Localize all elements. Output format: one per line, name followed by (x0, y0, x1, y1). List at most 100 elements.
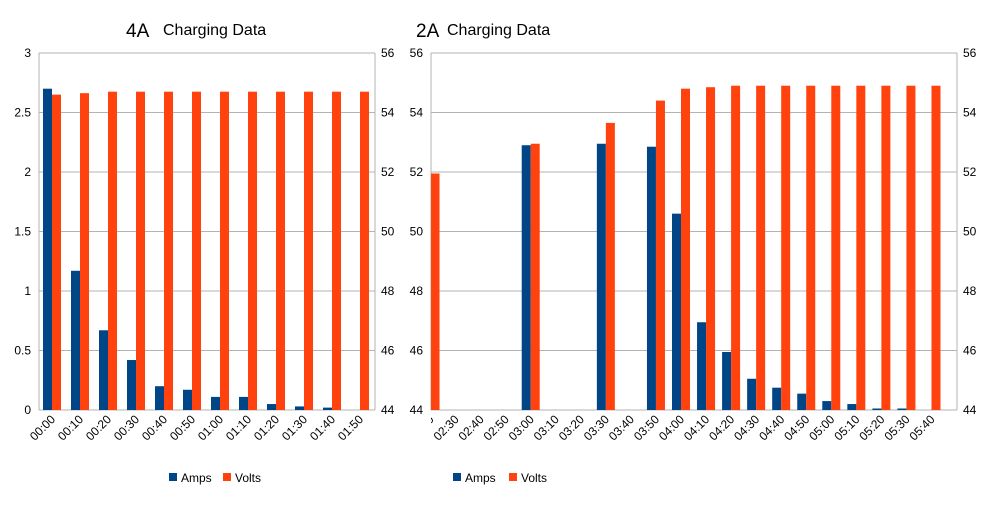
volts-bar (276, 91, 285, 411)
volts-bar (360, 91, 369, 411)
x-tick-label: 03:40 (606, 412, 637, 443)
amps-bar (596, 143, 606, 411)
volts-bar (332, 91, 341, 411)
volts-bar (248, 91, 257, 411)
x-tick-label: 04:20 (706, 412, 737, 443)
x-tick-label: 04:50 (781, 412, 812, 443)
volts-bar (681, 88, 690, 410)
volts-bar (431, 173, 440, 410)
x-tick-label: 04:10 (681, 412, 712, 443)
x-tick-label: 05:20 (856, 412, 887, 443)
x-tick-label: 04:40 (756, 412, 787, 443)
amps-bar (646, 146, 656, 410)
x-tick-label: 03:20 (556, 412, 587, 443)
x-tick-label: 01:50 (335, 412, 366, 443)
y-left-tick-label: 1.5 (14, 225, 31, 239)
y-left-tick-label: 50 (410, 225, 424, 239)
volts-bar (906, 85, 916, 410)
amps-bar (847, 404, 857, 410)
x-tick-label: 03:50 (631, 412, 662, 443)
x-tick-label: 00:20 (83, 412, 114, 443)
x-tick-label: 01:20 (251, 412, 282, 443)
amps-bar (797, 393, 807, 410)
x-tick-label: 02:30 (431, 412, 462, 443)
y-right-tick-label: 44 (963, 403, 977, 417)
volts-bar (931, 85, 941, 410)
x-tick-label: 03:30 (581, 412, 612, 443)
x-tick-label: 01:40 (307, 412, 338, 443)
y-left-tick-label: 54 (410, 106, 424, 120)
x-tick-label: 05:30 (881, 412, 912, 443)
amps-bar (521, 145, 531, 410)
legend-volts-label: Volts (235, 471, 261, 485)
x-tick-label: 00:30 (111, 412, 142, 443)
volts-bar (192, 91, 201, 411)
amps-bar (267, 404, 276, 410)
legend-amps-swatch (453, 473, 461, 481)
amps-bar (43, 88, 52, 410)
amps-bar (239, 396, 248, 410)
x-tick-label: 04:30 (731, 412, 762, 443)
y-right-tick-label: 56 (381, 46, 395, 60)
amps-bar (872, 408, 882, 410)
volts-bar (605, 122, 615, 410)
chart2-legend: Amps Volts (453, 471, 547, 485)
x-tick-label: 00:40 (139, 412, 170, 443)
y-right-tick-label: 52 (381, 165, 395, 179)
x-tick-label: 05:10 (831, 412, 862, 443)
chart2-title: Charging Data (447, 22, 550, 39)
y-right-tick-label: 50 (381, 225, 395, 239)
volts-bar (136, 91, 145, 411)
amps-bar (127, 360, 136, 410)
x-tick-label: 03:10 (531, 412, 562, 443)
volts-bar (706, 87, 716, 411)
volts-bar (655, 100, 665, 410)
amps-bar (295, 406, 304, 410)
volts-bar (52, 94, 61, 411)
y-right-tick-label: 54 (963, 106, 977, 120)
amps-bar (672, 213, 681, 410)
volts-bar (731, 85, 741, 410)
amps-bar (183, 389, 192, 410)
x-tick-label: 01:30 (279, 412, 310, 443)
y-left-tick-label: 46 (410, 344, 424, 358)
y-left-tick-label: 3 (24, 46, 31, 60)
y-left-tick-label: 0 (24, 403, 31, 417)
amps-bar (323, 407, 332, 410)
legend-volts-label: Volts (521, 471, 547, 485)
y-right-tick-label: 44 (381, 403, 395, 417)
chart2-bars: :002:3002:4002:5003:0003:1003:2003:3003:… (420, 85, 941, 443)
y-right-tick-label: 54 (381, 106, 395, 120)
amps-bar (747, 378, 757, 410)
x-tick-label: :0 (420, 412, 437, 429)
x-tick-label: 00:10 (55, 412, 86, 443)
x-tick-label: 00:50 (167, 412, 198, 443)
volts-bar (806, 85, 816, 410)
volts-bar (881, 85, 891, 410)
amps-bar (422, 145, 431, 410)
y-right-tick-label: 48 (381, 284, 395, 298)
x-tick-label: 02:40 (456, 412, 487, 443)
volts-bar (80, 93, 89, 410)
volts-bar (756, 85, 766, 410)
y-left-tick-label: 2.5 (14, 106, 31, 120)
volts-bar (164, 91, 173, 411)
legend-volts-swatch (509, 473, 517, 481)
legend-amps-label: Amps (181, 471, 212, 485)
volts-bar (831, 85, 841, 410)
y-left-tick-label: 56 (410, 46, 424, 60)
x-tick-label: 05:00 (806, 412, 837, 443)
volts-bar (220, 91, 229, 411)
volts-bar (530, 143, 540, 411)
y-right-tick-label: 46 (381, 344, 395, 358)
chart1-title: Charging Data (163, 22, 266, 39)
volts-bar (304, 91, 313, 411)
amps-bar (897, 408, 907, 410)
volts-bar (781, 85, 791, 410)
y-right-tick-label: 50 (963, 225, 977, 239)
x-tick-label: 01:00 (195, 412, 226, 443)
y-left-tick-label: 48 (410, 284, 424, 298)
volts-bar (108, 91, 117, 411)
amps-bar (722, 351, 732, 410)
